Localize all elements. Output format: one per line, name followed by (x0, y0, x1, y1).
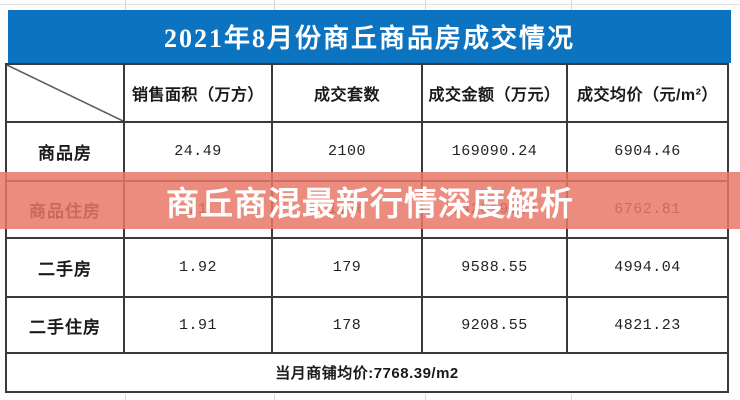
table-cell: 9588.55 (423, 239, 568, 298)
spreadsheet-gridline (425, 394, 426, 400)
page-title-text: 2021年8月份商丘商品房成交情况 (163, 24, 575, 53)
spreadsheet-gridline (274, 394, 275, 400)
spreadsheet-gridline (425, 0, 426, 10)
spreadsheet-gridline (0, 4, 740, 5)
table-cell: 179 (273, 239, 423, 298)
page-title: 2021年8月份商丘商品房成交情况 (8, 10, 731, 63)
column-header-sales-area: 销售面积（万方） (125, 65, 273, 123)
watermark-headline: 商丘商混最新行情深度解析 (166, 184, 574, 222)
watermark-banner: 商丘商混最新行情深度解析 (0, 172, 740, 229)
table-cell: 178 (273, 298, 423, 354)
spreadsheet-gridline (125, 0, 126, 10)
column-header-transaction-amount: 成交金额（万元） (423, 65, 568, 123)
row-label-secondhand-housing: 二手房 (7, 239, 125, 298)
table-footer-shop-average-price: 当月商铺均价:7768.39/m2 (7, 354, 727, 391)
spreadsheet-gridline (571, 0, 572, 10)
table-cell: 1.92 (125, 239, 273, 298)
table-cell: 4821.23 (568, 298, 727, 354)
column-header-average-price: 成交均价（元/m²） (568, 65, 727, 123)
row-label-secondhand-residential: 二手住房 (7, 298, 125, 354)
table-cell: 9208.55 (423, 298, 568, 354)
table-cell: 4994.04 (568, 239, 727, 298)
column-header-units-sold: 成交套数 (273, 65, 423, 123)
diagonal-divider-icon (7, 65, 123, 121)
table-cell: 1.91 (125, 298, 273, 354)
spreadsheet-gridline (274, 0, 275, 10)
spreadsheet-gridline (125, 394, 126, 400)
table-corner-cell (7, 65, 125, 123)
spreadsheet-gridline (571, 394, 572, 400)
